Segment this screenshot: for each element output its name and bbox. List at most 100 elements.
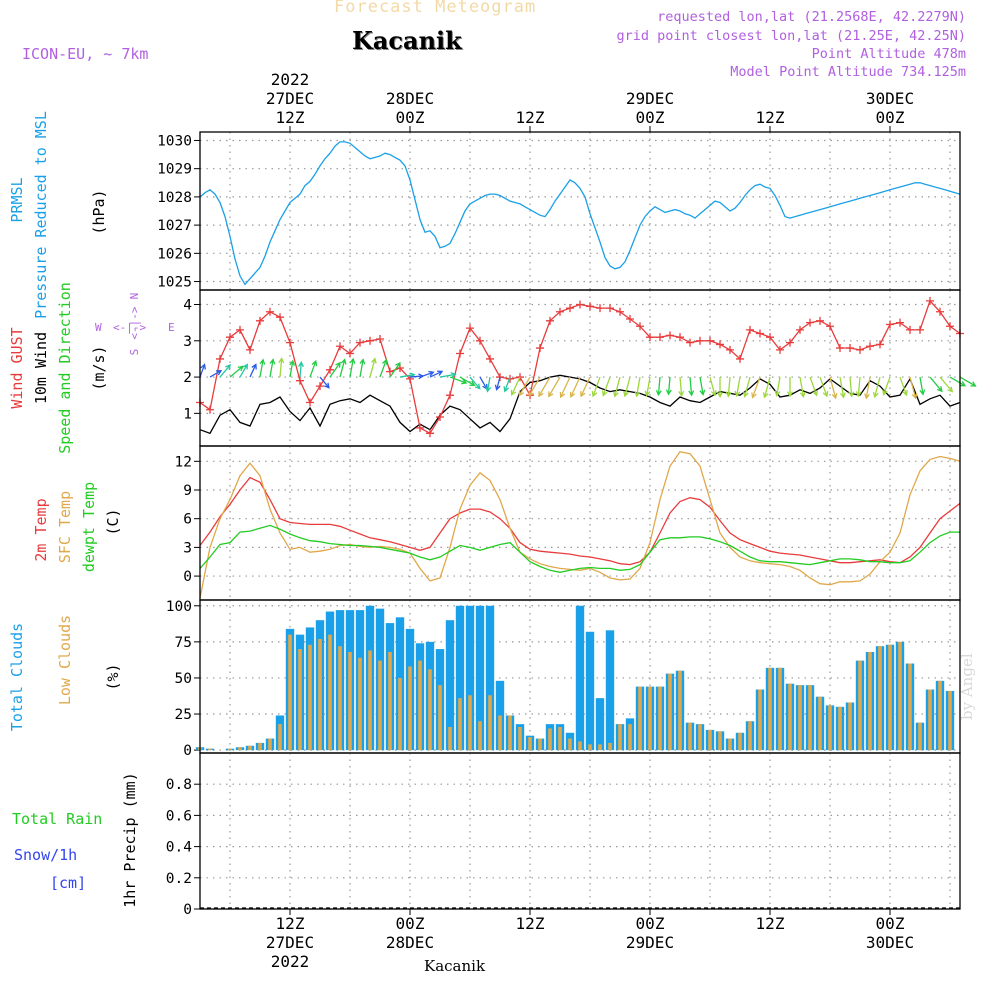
compass-arrow-h: <-|-> xyxy=(113,321,146,334)
bottom-time-label: 2022 xyxy=(271,952,310,971)
wind-direction-arrow xyxy=(309,359,318,378)
wind-arrow-head xyxy=(215,370,223,376)
wind-gust-marker xyxy=(646,333,654,342)
wind-gust-marker xyxy=(226,333,234,342)
wind-direction-arrow xyxy=(339,358,347,378)
wind-arrow-head xyxy=(655,389,662,397)
wind-arrow-head xyxy=(812,390,818,397)
top-time-label: 00Z xyxy=(876,108,905,127)
low-cloud-bar xyxy=(548,728,552,751)
wind-arrow-head xyxy=(799,391,806,399)
wind-arrow-head xyxy=(734,390,741,398)
wind-gust-marker xyxy=(736,354,744,363)
wind-gust-marker xyxy=(556,307,564,316)
wind-direction-arrow xyxy=(919,376,926,396)
panel-frame-pressure xyxy=(199,131,961,291)
wind-direction-arrow xyxy=(839,376,846,399)
wind-arrow-head xyxy=(278,357,285,364)
wind-gust-marker xyxy=(296,376,304,385)
low-cloud-bar xyxy=(338,646,342,751)
low-cloud-bar xyxy=(748,721,752,751)
wind-arrow-head xyxy=(225,364,231,371)
low-cloud-bar xyxy=(948,690,952,751)
low-cloud-bar xyxy=(728,738,732,751)
wind-direction-arrow xyxy=(613,376,621,398)
wind-arrow-shaft xyxy=(496,376,501,390)
wind-gust-marker xyxy=(876,340,884,349)
ytick-label-pressure: 1028 xyxy=(157,190,192,206)
wind-gust-marker xyxy=(796,325,804,334)
bottom-time-label: 28DEC xyxy=(386,933,434,952)
wind-arrow-shaft xyxy=(349,358,354,378)
wind-gust-marker xyxy=(816,316,824,325)
wind-direction-arrow xyxy=(229,365,244,378)
wind-arrow-head xyxy=(569,391,576,398)
wind-arrow-head xyxy=(644,390,651,397)
wind-gust-marker xyxy=(386,367,394,376)
wind-arrow-head xyxy=(591,391,598,398)
low-cloud-bar xyxy=(228,748,232,751)
total-cloud-bar xyxy=(595,698,605,751)
low-cloud-bar xyxy=(328,634,332,751)
wind-direction-arrow xyxy=(623,376,631,398)
low-cloud-bar xyxy=(558,727,562,751)
low-cloud-bar xyxy=(598,744,602,751)
wind-arrow-head xyxy=(528,390,534,397)
wind-gust-marker xyxy=(346,349,354,358)
ytick-label-wind: 3 xyxy=(183,334,192,350)
wind-direction-arrow xyxy=(848,377,855,398)
precip-label-rain: Total Rain xyxy=(12,810,102,828)
bottom-time-label: 29DEC xyxy=(626,933,674,952)
pressure-line xyxy=(199,141,961,286)
wind-arrow-head xyxy=(710,390,717,397)
bottom-time-label: 27DEC xyxy=(266,933,314,952)
wind-direction-arrow xyxy=(725,377,732,398)
wind-arrow-shaft xyxy=(209,370,222,378)
wind-gust-marker xyxy=(746,325,754,334)
wind-direction-arrow xyxy=(510,376,521,397)
bottom-time-label: 30DEC xyxy=(866,933,914,952)
wind-arrow-shaft xyxy=(439,373,456,378)
low-cloud-bar xyxy=(448,727,452,751)
wind-direction-arrow xyxy=(634,376,641,398)
wind-gust-marker xyxy=(776,345,784,354)
wind-arrow-head xyxy=(970,381,977,387)
wind-gust-marker xyxy=(276,313,284,322)
wind-gust-marker xyxy=(686,338,694,347)
wind-gust-marker xyxy=(706,336,714,345)
top-time-label: 27DEC xyxy=(266,89,314,108)
wind-gust-marker xyxy=(266,307,274,316)
wind-direction-arrow xyxy=(799,376,806,399)
wind-direction-arrow xyxy=(909,376,918,400)
top-time-label: 2022 xyxy=(271,70,310,89)
wind-gust-marker xyxy=(476,336,484,345)
wind-gust-marker xyxy=(436,412,444,421)
wind-gust-marker xyxy=(756,329,764,338)
ytick-label-wind: 1 xyxy=(183,406,192,422)
wind-arrow-head xyxy=(538,391,544,398)
wind-arrow-head xyxy=(503,386,510,393)
wind-arrow-head xyxy=(919,389,926,396)
wind-direction-arrow xyxy=(882,376,891,396)
total-cloud-bar xyxy=(575,605,585,751)
wind-arrow-shaft xyxy=(592,376,601,397)
wind-direction-arrow xyxy=(389,361,401,378)
wind-arrow-shaft xyxy=(309,360,317,378)
low-cloud-bar xyxy=(518,727,522,751)
wind-direction-arrow xyxy=(319,376,330,389)
low-cloud-bar xyxy=(648,686,652,751)
wind-direction-arrow xyxy=(899,376,908,397)
low-cloud-bar xyxy=(238,747,242,751)
low-cloud-bar xyxy=(908,663,912,751)
wind-arrow-shaft xyxy=(909,376,917,399)
wind-arrow-shaft xyxy=(369,358,376,378)
wind-arrow-head xyxy=(324,382,330,389)
low-cloud-bar xyxy=(888,644,892,751)
wind-arrow-shaft xyxy=(560,376,571,398)
wind-gust-marker xyxy=(866,342,874,351)
low-cloud-bar xyxy=(208,748,212,751)
wind-arrow-head xyxy=(882,389,888,396)
wind-arrow-head xyxy=(494,384,501,391)
wind-arrow-head xyxy=(947,386,954,393)
wind-direction-arrow xyxy=(678,377,685,398)
